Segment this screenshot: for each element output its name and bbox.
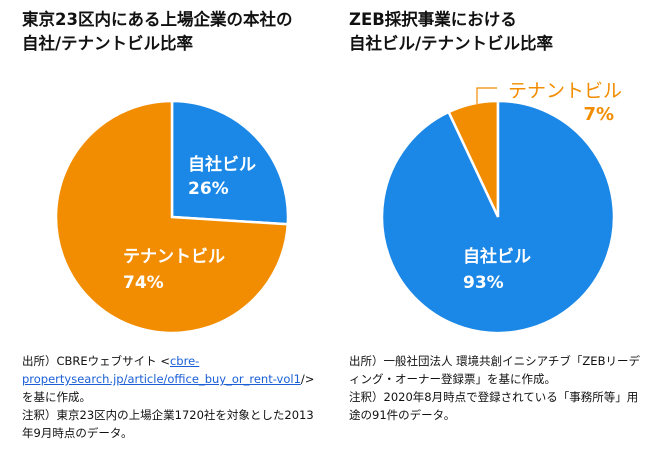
left-tenant-label: テナントビル <box>123 247 225 267</box>
remark-text: 注釈）2020年8月時点で登録されている「事務所等」用途の91件のデータ。 <box>349 390 639 422</box>
source-link[interactable]: cbre-propertysearch.jp/article/office_bu… <box>22 354 301 386</box>
right-chart-title: ZEB採択事業における 自社ビル/テナントビル比率 <box>349 8 553 56</box>
left-pie <box>54 99 290 335</box>
source-text: />を基に作成。 <box>22 372 315 404</box>
left-chart-title: 東京23区内にある上場企業の本社の 自社/テナントビル比率 <box>22 8 292 56</box>
right-note: 出所）一般社団法人 環境共創イニシアチブ「ZEBリーディング・オーナー登録票」を… <box>349 352 649 424</box>
right-own-value: 93% <box>463 273 504 293</box>
right-tenant-label: テナントビル <box>508 80 622 102</box>
leader-line <box>476 87 497 104</box>
left-tenant-value: 74% <box>123 273 164 293</box>
source-text: 出所）一般社団法人 環境共創イニシアチブ「ZEBリーディング・オーナー登録票」を… <box>349 354 640 386</box>
right-tenant-value: 7% <box>583 104 614 125</box>
right-own-label: 自社ビル <box>463 246 531 267</box>
source-text: 出所）CBREウェブサイト < <box>22 354 170 368</box>
left-own-value: 26% <box>188 179 229 199</box>
left-own-label: 自社ビル <box>188 154 256 175</box>
tenant-slice <box>54 99 290 335</box>
title-line: 自社/テナントビル比率 <box>22 34 194 53</box>
title-line: 自社ビル/テナントビル比率 <box>349 34 554 53</box>
own-slice <box>380 99 616 335</box>
own-slice <box>170 99 290 226</box>
remark-text: 注釈）東京23区内の上場企業1720社を対象とした2013年9月時点のデータ。 <box>22 408 314 440</box>
right-pie <box>380 99 616 335</box>
left-note: 出所）CBREウェブサイト <cbre-propertysearch.jp/ar… <box>22 352 322 442</box>
title-line: ZEB採択事業における <box>349 10 517 29</box>
title-line: 東京23区内にある上場企業の本社の <box>22 10 293 29</box>
